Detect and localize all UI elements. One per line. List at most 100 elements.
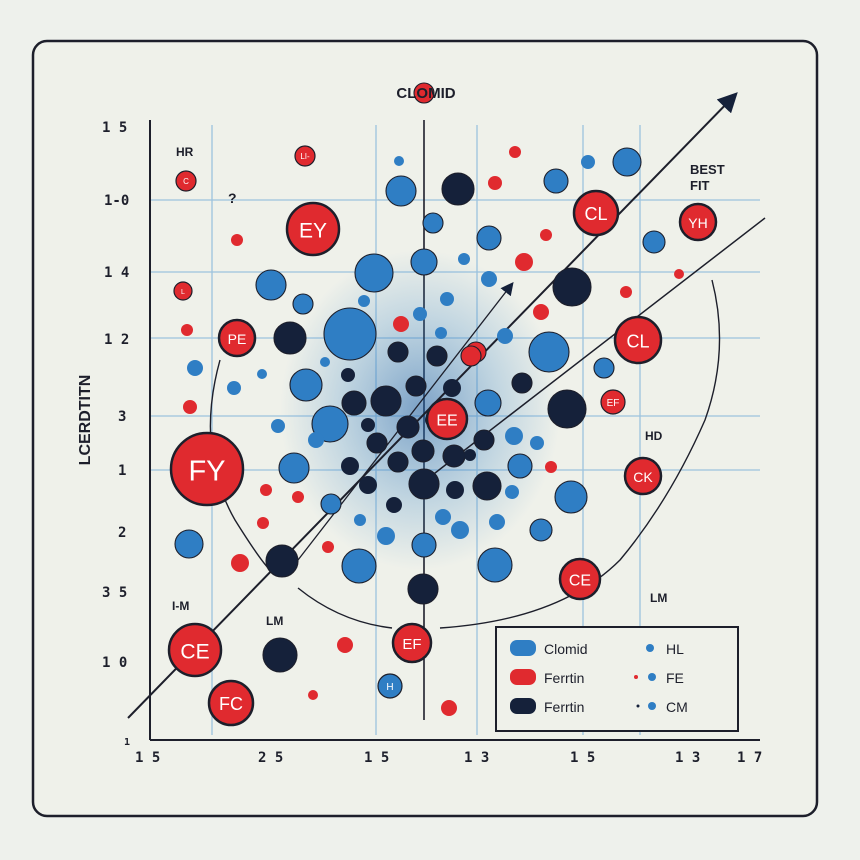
scatter-point	[674, 269, 684, 279]
scatter-point	[405, 375, 427, 397]
scatter-point	[442, 444, 466, 468]
labeled-point	[285, 201, 341, 257]
scatter-point	[320, 357, 330, 367]
scatter-point	[413, 307, 427, 321]
scatter-point	[341, 457, 359, 475]
x-tick-label: 1 3	[675, 750, 700, 766]
point-label: EY	[299, 219, 327, 242]
x-tick-label: 1 5	[364, 750, 389, 766]
point-label: FC	[219, 694, 243, 714]
scatter-point	[435, 509, 451, 525]
scatter-point	[341, 390, 367, 416]
scatter-point	[481, 271, 497, 287]
y-tick-label: 1	[124, 737, 130, 748]
scatter-point	[278, 452, 310, 484]
point-label: FY	[188, 456, 225, 488]
legend-label: Ferrtin	[544, 670, 584, 686]
scatter-point	[273, 321, 307, 355]
scatter-point	[386, 497, 402, 513]
y-tick-label: 3 5	[102, 585, 127, 601]
point-label: EF	[607, 398, 620, 409]
scatter-point	[292, 491, 304, 503]
point-label: CE	[180, 640, 209, 663]
scatter-point	[530, 436, 544, 450]
legend-swatch-ferrtin-dark	[510, 698, 536, 714]
scatter-point	[441, 700, 457, 716]
scatter-point	[341, 548, 377, 584]
legend-marker-cm	[648, 702, 656, 710]
scatter-point	[509, 146, 521, 158]
scatter-point	[460, 345, 482, 367]
scatter-point	[262, 637, 298, 673]
scatter-point	[528, 331, 570, 373]
labeled-point	[294, 145, 316, 167]
scatter-point	[255, 269, 287, 301]
scatter-point	[187, 360, 203, 376]
scatter-point	[489, 514, 505, 530]
scatter-point	[408, 468, 440, 500]
scatter-point	[308, 690, 318, 700]
scatter-point	[396, 415, 420, 439]
labeled-point	[600, 389, 626, 415]
scatter-point	[366, 432, 388, 454]
scatter-point	[265, 544, 299, 578]
y-tick-labels: 1 5 1-0 1 4 1 2 3 1 2 3 5 1 0 1	[102, 120, 130, 748]
point-label: CK	[633, 469, 653, 485]
legend-swatch-clomid	[510, 640, 536, 656]
annotation-hr: HR	[176, 145, 194, 159]
scatter-point	[515, 253, 533, 271]
scatter-point	[441, 172, 475, 206]
guide-arc-bottom	[297, 587, 393, 629]
legend: Clomid Ferrtin Ferrtin HL FE CM	[495, 626, 739, 732]
scatter-point	[260, 484, 272, 496]
scatter-point	[511, 372, 533, 394]
scatter-point	[464, 449, 476, 461]
scatter-point	[413, 82, 435, 104]
scatter-point	[505, 485, 519, 499]
legend-marker-fe-dot	[634, 675, 638, 679]
scatter-point	[354, 253, 394, 293]
legend-marker-hl	[646, 644, 654, 652]
labeled-point	[169, 431, 245, 507]
scatter-point	[435, 327, 447, 339]
labeled-point	[207, 679, 255, 727]
scatter-point	[543, 168, 569, 194]
scatter-point	[620, 286, 632, 298]
y-tick-label: 1 5	[102, 120, 127, 136]
labeled-point	[217, 318, 257, 358]
scatter-point	[393, 316, 409, 332]
scatter-point	[370, 385, 402, 417]
scatter-point	[547, 389, 587, 429]
labeled-point	[558, 557, 602, 601]
scatter-point	[231, 554, 249, 572]
labeled-point	[678, 202, 718, 242]
point-label: C	[183, 177, 189, 186]
scatter-point	[440, 292, 454, 306]
scatter-point	[322, 541, 334, 553]
scatter-point	[358, 295, 370, 307]
scatter-point	[308, 432, 324, 448]
scatter-point	[488, 176, 502, 190]
scatter-point	[271, 419, 285, 433]
scatter-point	[422, 212, 444, 234]
point-label: EE	[436, 412, 457, 429]
legend-extra-label: CM	[666, 699, 688, 715]
scatter-point	[529, 518, 553, 542]
scatter-point	[411, 439, 435, 463]
scatter-point	[361, 418, 375, 432]
scatter-point	[181, 324, 193, 336]
scatter-point	[174, 529, 204, 559]
point-label: LI-	[300, 152, 310, 161]
x-tick-labels: 1 5 2 5 1 5 1 3 1 5 1 3 1 7	[135, 750, 762, 766]
scatter-point	[407, 573, 439, 605]
scatter-point	[477, 547, 513, 583]
annotation-lm-right: LM	[650, 591, 667, 605]
point-label: PE	[228, 331, 247, 347]
legend-extra-label: FE	[666, 670, 684, 686]
point-label: CL	[584, 204, 607, 224]
point-label: L	[181, 289, 185, 296]
scatter-point	[642, 230, 666, 254]
point-label: H	[386, 682, 393, 693]
guide-arc-right	[439, 279, 721, 629]
